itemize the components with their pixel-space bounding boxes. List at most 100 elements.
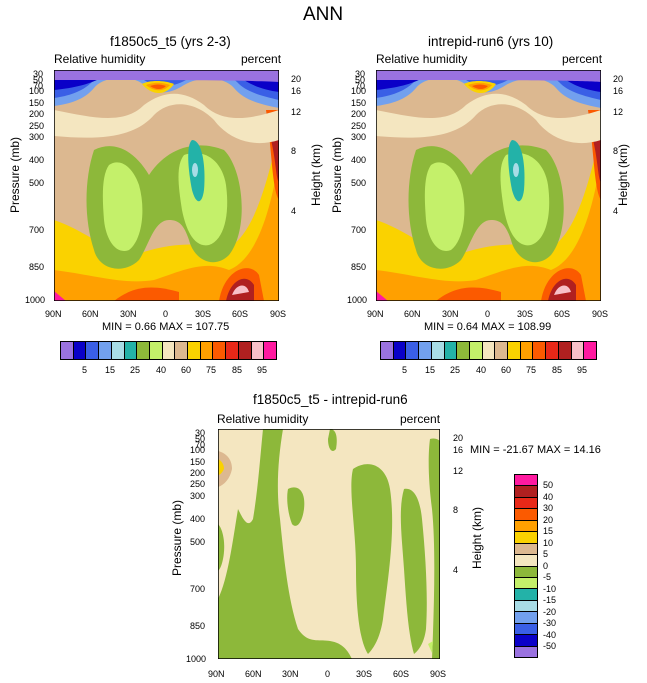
colorbar-swatch — [520, 342, 534, 359]
panel2-max-label: MAX = — [481, 321, 515, 333]
colorbar-swatch — [226, 342, 239, 359]
panel3-ytick: 50 — [195, 434, 206, 444]
panel3-cb-label: 5 — [543, 549, 549, 559]
panel1-ytick: 300 — [29, 132, 45, 142]
panel3-xtick: 90S — [430, 669, 447, 679]
panel2-cb-label: 85 — [552, 365, 563, 375]
panel2-ytick: 30 — [355, 69, 366, 79]
panel1-cb-label: 15 — [105, 365, 116, 375]
panel2-ytick: 700 — [351, 225, 367, 235]
panel3-xtick: 90N — [208, 669, 225, 679]
panel2-min-label: MIN = — [424, 321, 454, 333]
panel2-minmax: MIN = 0.64 MAX = 108.99 — [424, 321, 551, 333]
panel1-ytick: 100 — [29, 86, 45, 96]
colorbar-swatch — [515, 520, 537, 533]
panel2-plot — [376, 70, 601, 301]
panel3-ytick: 250 — [190, 479, 206, 489]
colorbar-swatch — [515, 475, 537, 487]
panel3-ytick: 30 — [195, 428, 206, 438]
panel2-ytick: 500 — [351, 178, 367, 188]
colorbar-swatch — [558, 342, 572, 359]
panel3-y2tick: 8 — [453, 505, 459, 515]
panel1-xtick: 0 — [163, 309, 169, 319]
panel1-max-label: MAX = — [159, 321, 193, 333]
panel1-ytick: 150 — [29, 98, 45, 108]
panel2-xtick: 30S — [517, 309, 534, 319]
panel2-y2tick: 4 — [613, 206, 619, 216]
colorbar-swatch — [571, 342, 585, 359]
colorbar-swatch — [515, 532, 537, 544]
panel2-cb-label: 25 — [450, 365, 461, 375]
panel3-xtick: 60S — [393, 669, 410, 679]
panel2-ylabel: Pressure (mb) — [330, 137, 344, 214]
colorbar-swatch — [444, 342, 458, 359]
panel1-y2tick: 4 — [291, 206, 297, 216]
panel2-cb-label: 40 — [476, 365, 487, 375]
panel3-cb-label: 20 — [543, 515, 554, 525]
panel1-cb-label: 95 — [257, 365, 268, 375]
colorbar-swatch — [175, 342, 189, 359]
panel2-cb-label: 75 — [526, 365, 537, 375]
colorbar-swatch — [200, 342, 214, 359]
colorbar-swatch — [73, 342, 87, 359]
colorbar-swatch — [86, 342, 100, 359]
panel1-y2tick: 12 — [291, 107, 302, 117]
panel3-cb-label: -50 — [543, 641, 557, 651]
panel1-ytick: 250 — [29, 121, 45, 131]
panel3-y2tick: 12 — [453, 466, 464, 476]
panel1-minmax: MIN = 0.66 MAX = 107.75 — [102, 321, 229, 333]
panel3-min-label: MIN = — [470, 444, 500, 456]
colorbar-swatch — [469, 342, 483, 359]
panel3-cb-label: -5 — [543, 572, 552, 582]
panel1-ytick: 700 — [29, 225, 45, 235]
colorbar-swatch — [515, 589, 537, 601]
panel2-title: intrepid-run6 (yrs 10) — [428, 34, 554, 49]
panel3-ytick: 1000 — [186, 654, 207, 664]
colorbar-swatch — [584, 342, 596, 359]
panel1-ytick: 70 — [33, 81, 44, 91]
page-title: ANN — [303, 4, 344, 25]
panel1-min-label: MIN = — [102, 321, 132, 333]
colorbar-swatch — [213, 342, 227, 359]
panel3-ytick: 500 — [190, 537, 206, 547]
panel3-ytick: 400 — [190, 514, 206, 524]
colorbar-swatch — [393, 342, 407, 359]
panel2-ytick: 850 — [351, 262, 367, 272]
panel3-minmax: MIN = -21.67 MAX = 14.16 — [470, 444, 601, 456]
panel2-min-value: 0.64 — [456, 321, 479, 333]
panel3-cb-label: -10 — [543, 584, 557, 594]
colorbar-swatch — [515, 555, 537, 567]
colorbar-swatch — [124, 342, 138, 359]
panel1-cb-label: 75 — [206, 365, 217, 375]
panel3-ytick: 700 — [190, 584, 206, 594]
panel3-cb-label: 10 — [543, 538, 554, 548]
panel2-colorbar — [380, 341, 597, 360]
panel3-cb-label: 15 — [543, 526, 554, 536]
colorbar-swatch — [515, 497, 537, 510]
colorbar-swatch — [515, 566, 537, 578]
panel3-xtick: 0 — [325, 669, 331, 679]
panel3-ytick: 200 — [190, 468, 206, 478]
panel2-variable-label: Relative humidity — [376, 52, 468, 66]
panel3-y2tick: 4 — [453, 565, 459, 575]
colorbar-swatch — [515, 543, 537, 556]
panel3-xtick: 60N — [245, 669, 262, 679]
panel3-cb-label: 30 — [543, 503, 554, 513]
colorbar-swatch — [162, 342, 176, 359]
panel3-ytick: 850 — [190, 621, 206, 631]
colorbar-swatch — [264, 342, 276, 359]
panel2-ytick: 250 — [351, 121, 367, 131]
panel2-units-label: percent — [562, 52, 603, 66]
panel3-cb-label: -30 — [543, 618, 557, 628]
panel3-colorbar — [514, 474, 538, 658]
panel1-xtick: 90N — [45, 309, 62, 319]
panel3-y2tick: 16 — [453, 445, 464, 455]
panel2-ytick: 100 — [351, 86, 367, 96]
colorbar-swatch — [431, 342, 445, 359]
panel2-ytick: 70 — [355, 81, 366, 91]
panel1-ytick: 400 — [29, 155, 45, 165]
panel1-ytick: 200 — [29, 109, 45, 119]
panel2-ytick: 1000 — [347, 295, 368, 305]
panel1-ytick: 500 — [29, 178, 45, 188]
panel2-y2tick: 16 — [613, 86, 624, 96]
